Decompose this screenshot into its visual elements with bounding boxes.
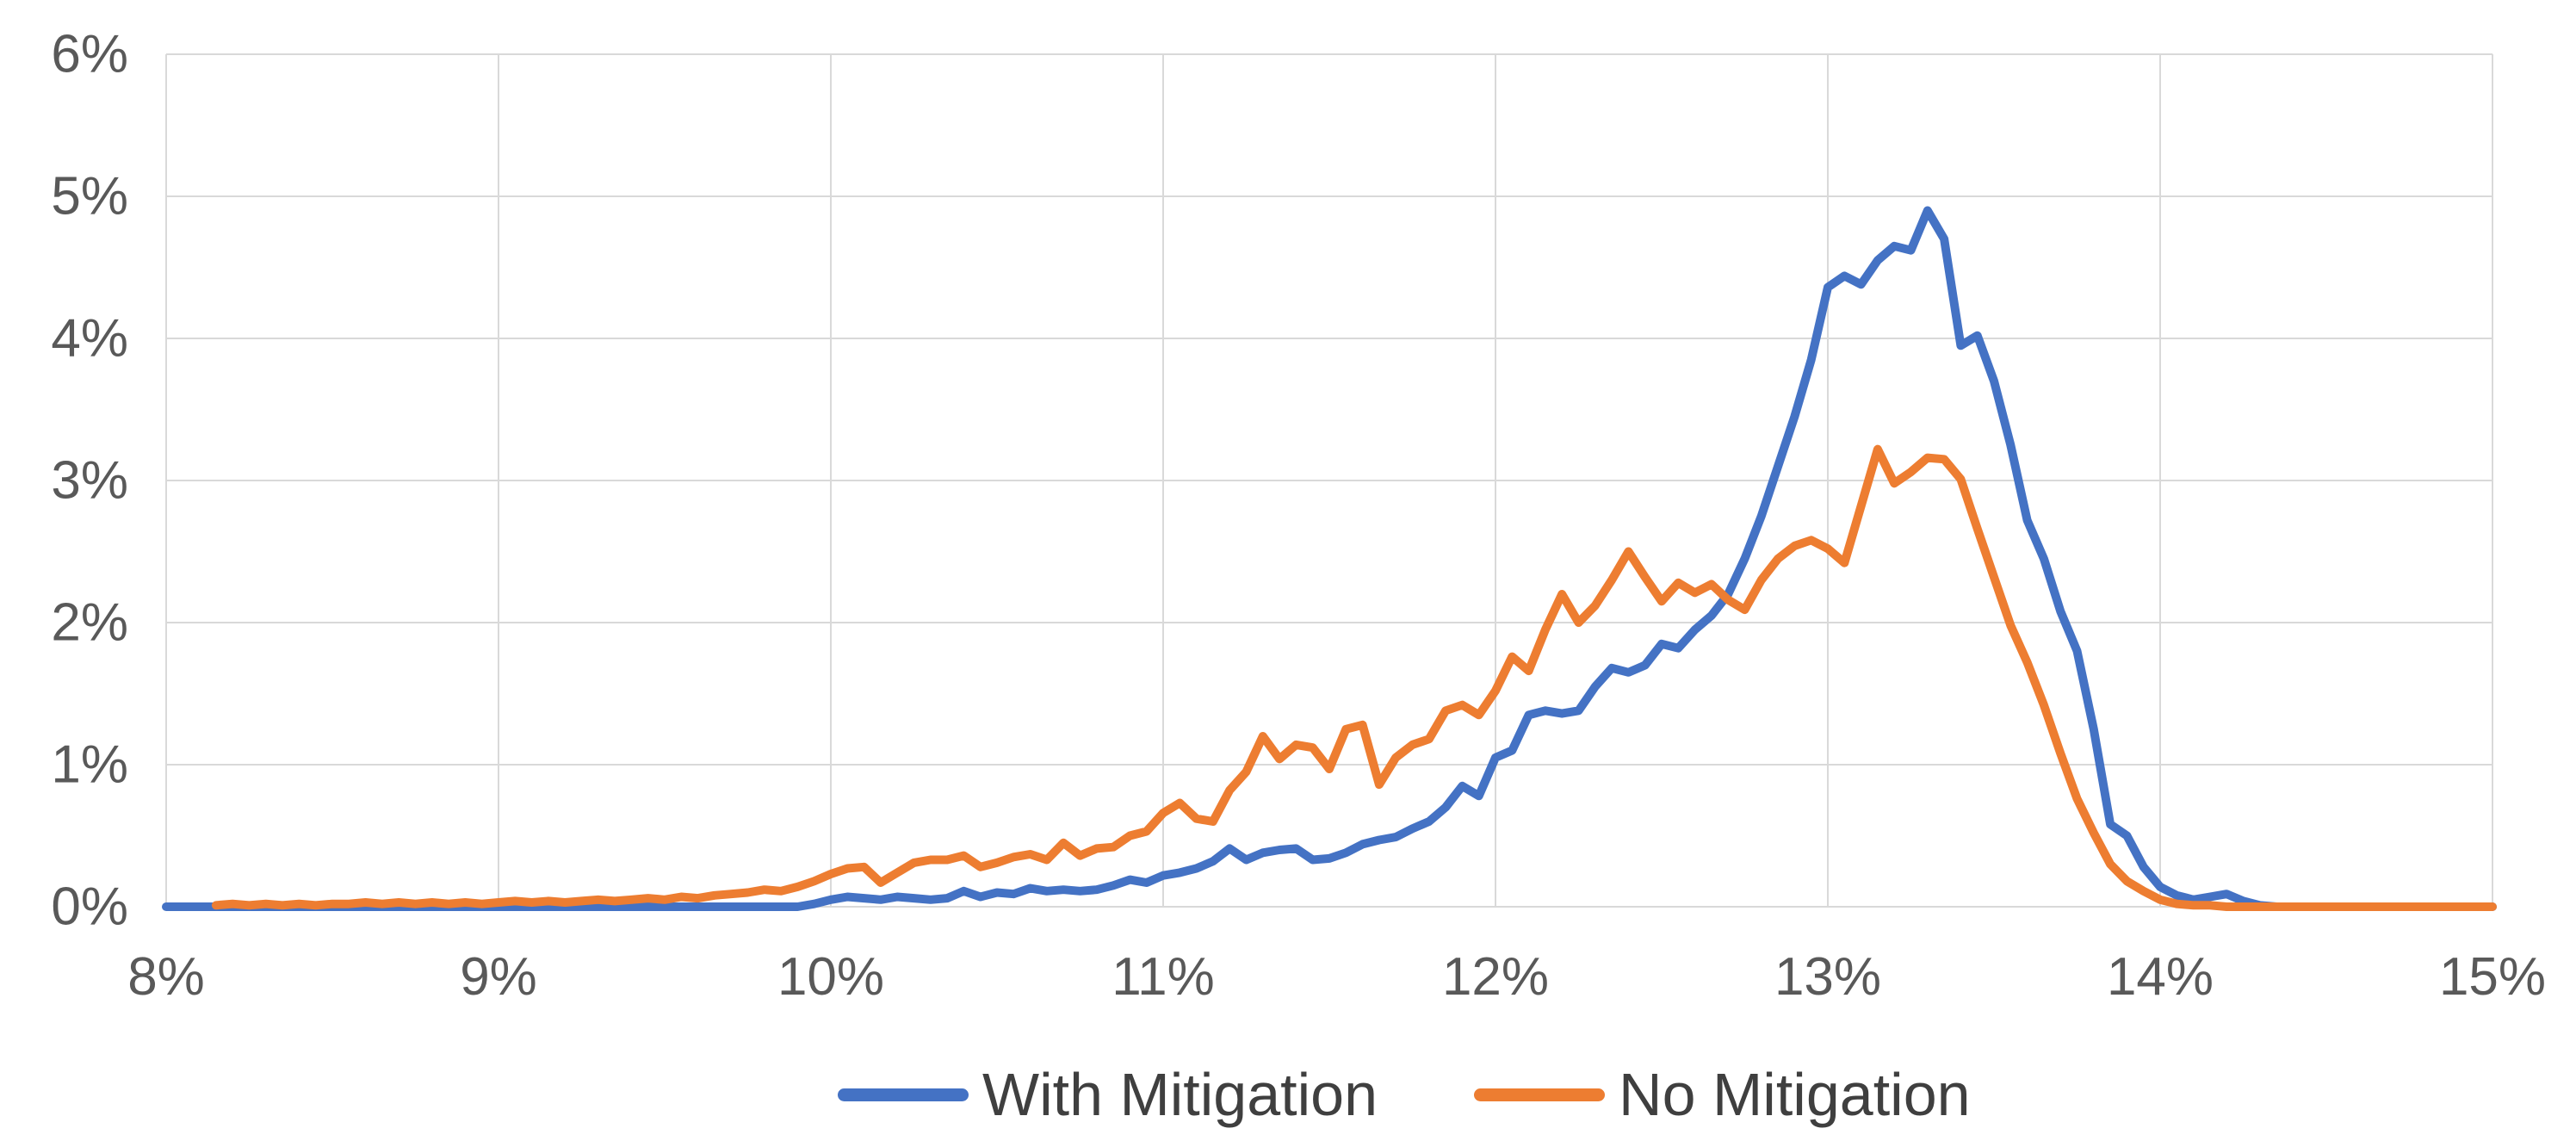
x-tick-label: 12% — [1442, 947, 1549, 1007]
series-line-no-mitigation — [211, 444, 2497, 911]
legend-swatch-with-mitigation — [838, 1088, 969, 1101]
legend-item-with-mitigation: With Mitigation — [838, 1060, 1378, 1129]
x-tick-label: 13% — [1774, 947, 1881, 1007]
x-tick-label: 11% — [1112, 947, 1215, 1007]
legend-swatch-no-mitigation — [1474, 1088, 1606, 1101]
x-tick-label: 9% — [460, 947, 537, 1007]
legend-item-no-mitigation: No Mitigation — [1474, 1060, 1971, 1129]
x-tick-label: 14% — [2107, 947, 2214, 1007]
x-tick-label: 8% — [127, 947, 205, 1007]
series-line-with-mitigation — [162, 206, 2497, 911]
y-tick-label: 2% — [51, 593, 128, 653]
y-tick-label: 0% — [51, 877, 128, 937]
y-tick-label: 6% — [51, 25, 128, 84]
x-tick-label: 15% — [2439, 947, 2546, 1007]
legend-label-with-mitigation: With Mitigation — [982, 1061, 1378, 1128]
y-tick-label: 4% — [51, 309, 128, 369]
legend: With Mitigation No Mitigation — [838, 1060, 1971, 1129]
y-tick-label: 3% — [51, 451, 128, 511]
x-tick-label: 10% — [777, 947, 884, 1007]
y-tick-label: 5% — [51, 167, 128, 226]
y-tick-label: 1% — [51, 735, 128, 795]
legend-label-no-mitigation: No Mitigation — [1619, 1061, 1971, 1128]
